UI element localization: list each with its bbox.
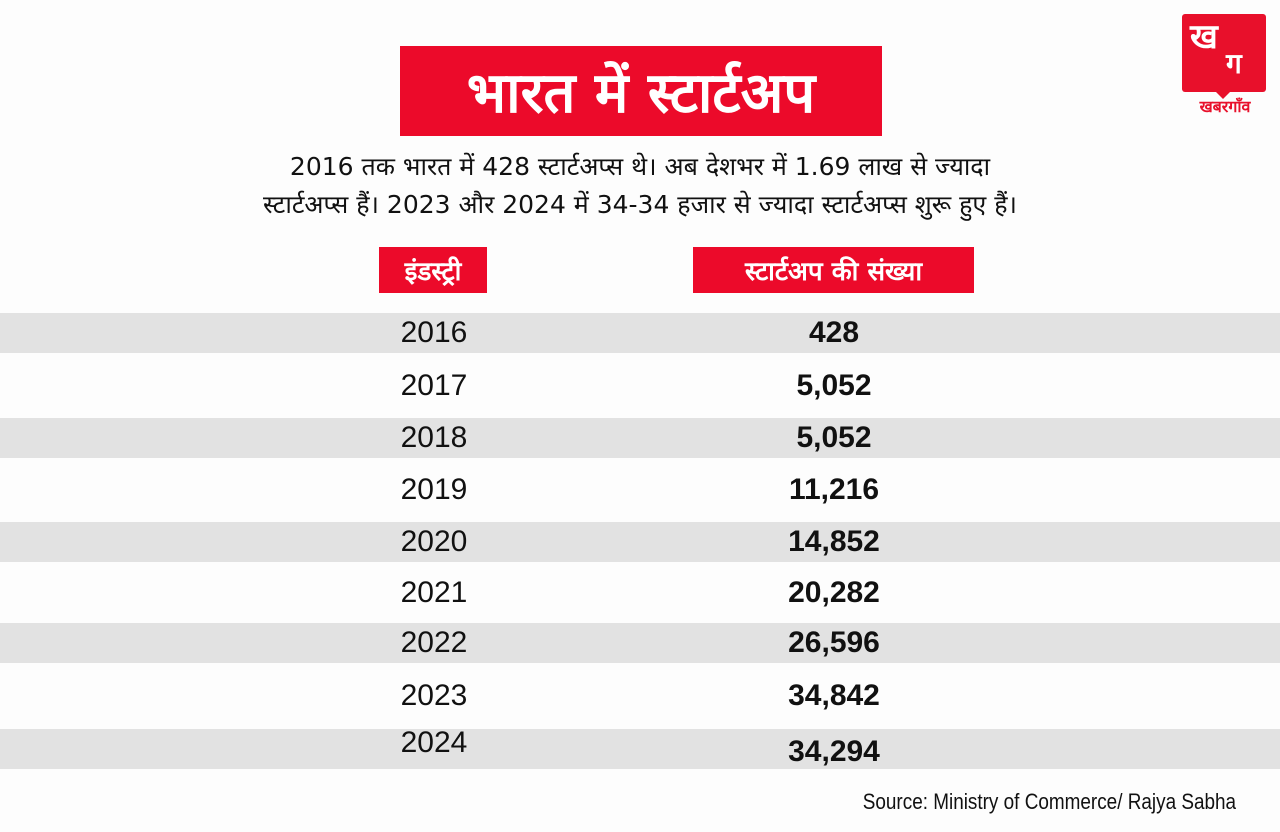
- intro-line-2: स्टार्टअप्स हैं। 2023 और 2024 में 34-34 …: [263, 190, 1017, 219]
- source-note: Source: Ministry of Commerce/ Rajya Sabh…: [862, 789, 1236, 814]
- table-row: 2022 26,596: [0, 623, 1280, 663]
- row-year: 2018: [400, 421, 468, 454]
- table-row: 2017 5,052: [0, 366, 1280, 406]
- table-row: 2024 34,294: [0, 726, 1280, 769]
- table-row: 2019 11,216: [0, 470, 1280, 510]
- row-year: 2020: [400, 525, 468, 558]
- row-count: 428: [808, 316, 860, 349]
- table-row: 2023 34,842: [0, 676, 1280, 716]
- row-count: 5,052: [796, 421, 872, 454]
- logo-speech-tail: [1216, 92, 1230, 99]
- row-count: 14,852: [788, 525, 880, 558]
- row-year: 2017: [400, 369, 468, 402]
- intro-text: 2016 तक भारत में 428 स्टार्टअप्स थे। अब …: [200, 148, 1080, 224]
- row-count: 26,596: [788, 626, 880, 659]
- row-year: 2024: [400, 726, 468, 759]
- column-header-year: इंडस्ट्री: [379, 247, 487, 293]
- row-year: 2022: [400, 626, 468, 659]
- row-count: 34,842: [788, 679, 880, 712]
- title-banner: भारत में स्टार्टअप: [400, 46, 882, 136]
- table-row: 2020 14,852: [0, 522, 1280, 562]
- row-count: 34,294: [788, 735, 880, 768]
- column-header-count: स्टार्टअप की संख्या: [693, 247, 974, 293]
- table-row: 2021 20,282: [0, 573, 1280, 613]
- logo-name: खबरगाँव: [1199, 97, 1251, 116]
- row-year: 2021: [400, 576, 468, 609]
- logo-glyph-top: ख: [1190, 17, 1218, 57]
- row-count: 20,282: [788, 576, 880, 609]
- logo-glyph-bottom: ग: [1226, 47, 1242, 80]
- brand-logo: ख ग: [1182, 14, 1266, 92]
- row-year: 2016: [400, 316, 468, 349]
- page-title: भारत में स्टार्टअप: [466, 61, 816, 126]
- row-count: 5,052: [796, 369, 872, 402]
- intro-line-1: 2016 तक भारत में 428 स्टार्टअप्स थे। अब …: [289, 152, 991, 181]
- row-year: 2023: [400, 679, 468, 712]
- table-row: 2018 5,052: [0, 418, 1280, 458]
- row-year: 2019: [400, 473, 468, 506]
- row-count: 11,216: [788, 473, 880, 506]
- table-row: 2016 428: [0, 313, 1280, 353]
